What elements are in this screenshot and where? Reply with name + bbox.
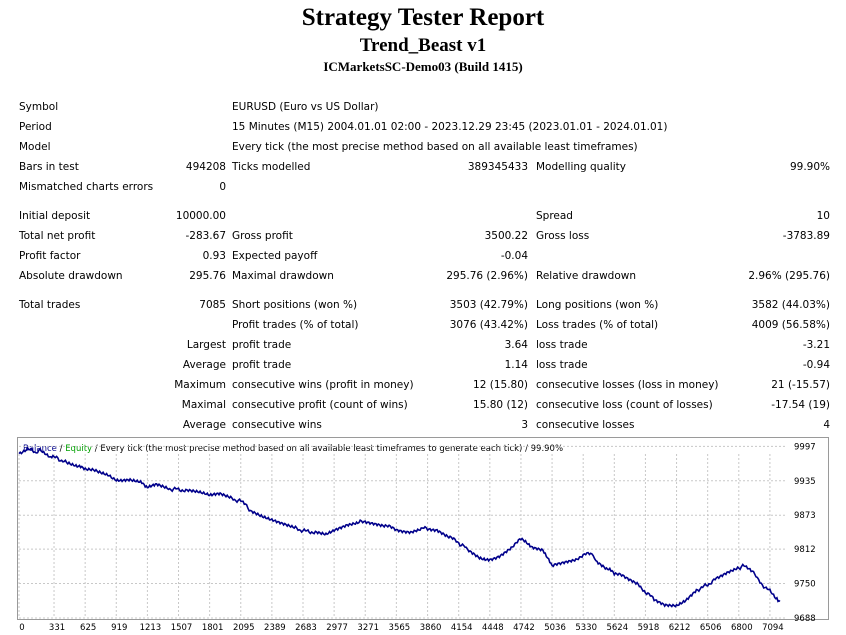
expert-name: Trend_Beast v1 bbox=[359, 35, 487, 56]
server-info: ICMarketsSC-Demo03 (Build 1415) bbox=[323, 59, 523, 74]
spread-value: 10 bbox=[816, 210, 830, 222]
max-consecutive-losses-value: 21 (-15.57) bbox=[771, 379, 830, 391]
x-tick-label: 2683 bbox=[295, 623, 317, 633]
x-tick-label: 919 bbox=[111, 623, 127, 633]
initial-deposit-label: Initial deposit bbox=[19, 210, 91, 222]
profit-factor-label: Profit factor bbox=[19, 250, 81, 262]
long-positions-label: Long positions (won %) bbox=[536, 299, 659, 311]
max-consecutive-wins-label: consecutive wins (profit in money) bbox=[232, 379, 414, 391]
total-trades-label: Total trades bbox=[19, 299, 81, 311]
short-positions-value: 3503 (42.79%) bbox=[449, 299, 528, 311]
absolute-drawdown-label: Absolute drawdown bbox=[19, 270, 123, 282]
maximal-label: Maximal bbox=[181, 399, 226, 411]
loss-trades-label: Loss trades (% of total) bbox=[536, 319, 659, 331]
quality-value: 99.90% bbox=[789, 161, 830, 173]
x-tick-label: 4742 bbox=[513, 623, 535, 633]
avg-consecutive-losses-value: 4 bbox=[823, 419, 830, 431]
max-consecutive-losses-label: consecutive losses (loss in money) bbox=[536, 379, 719, 391]
expected-payoff-label: Expected payoff bbox=[232, 250, 318, 262]
x-tick-label: 3860 bbox=[420, 623, 442, 633]
average-label: Average bbox=[182, 359, 226, 371]
relative-drawdown-value: 2.96% (295.76) bbox=[748, 270, 830, 282]
largest-label: Largest bbox=[186, 339, 226, 351]
x-tick-label: 1213 bbox=[140, 623, 162, 633]
x-tick-label: 4154 bbox=[451, 623, 473, 633]
maximal-consecutive-loss-label: consecutive loss (count of losses) bbox=[536, 399, 713, 411]
x-tick-label: 3271 bbox=[357, 623, 379, 633]
balance-chart bbox=[17, 437, 829, 620]
ticks-label: Ticks modelled bbox=[232, 161, 311, 173]
x-tick-label: 5036 bbox=[544, 623, 566, 633]
x-tick-label: 3565 bbox=[389, 623, 411, 633]
x-tick-label: 5624 bbox=[606, 623, 628, 633]
spread-label: Spread bbox=[536, 210, 573, 222]
x-tick-label: 1801 bbox=[202, 623, 224, 633]
maximal-consecutive-profit-label: consecutive profit (count of wins) bbox=[232, 399, 408, 411]
avg-consecutive-wins-label: consecutive wins bbox=[232, 419, 322, 431]
net-profit-value: -283.67 bbox=[185, 230, 226, 242]
largest-profit-value: 3.64 bbox=[504, 339, 528, 351]
x-tick-label: 331 bbox=[49, 623, 65, 633]
x-tick-label: 7094 bbox=[762, 623, 784, 633]
bars-value: 494208 bbox=[185, 161, 226, 173]
model-label: Model bbox=[19, 141, 51, 153]
x-tick-label: 0 bbox=[19, 623, 24, 633]
maximal-consecutive-profit-value: 15.80 (12) bbox=[473, 399, 528, 411]
largest-loss-label: loss trade bbox=[536, 339, 588, 351]
quality-label: Modelling quality bbox=[536, 161, 626, 173]
initial-deposit-value: 10000.00 bbox=[175, 210, 226, 222]
maximal-consecutive-loss-value: -17.54 (19) bbox=[771, 399, 830, 411]
mismatch-label: Mismatched charts errors bbox=[19, 181, 154, 193]
mismatch-value: 0 bbox=[219, 181, 226, 193]
avg-consecutive-wins-value: 3 bbox=[521, 419, 528, 431]
period-value: 15 Minutes (M15) 2004.01.01 02:00 - 2023… bbox=[232, 121, 668, 133]
profit-trades-label: Profit trades (% of total) bbox=[232, 319, 359, 331]
period-label: Period bbox=[19, 121, 52, 133]
net-profit-label: Total net profit bbox=[19, 230, 96, 242]
average-loss-label: loss trade bbox=[536, 359, 588, 371]
report-title: Strategy Tester Report bbox=[301, 4, 545, 31]
expected-payoff-value: -0.04 bbox=[500, 250, 528, 262]
gross-loss-value: -3783.89 bbox=[782, 230, 830, 242]
average-consecutive-label: Average bbox=[182, 419, 226, 431]
average-profit-label: profit trade bbox=[232, 359, 292, 371]
x-tick-label: 625 bbox=[80, 623, 96, 633]
largest-loss-value: -3.21 bbox=[802, 339, 830, 351]
x-tick-label: 2977 bbox=[326, 623, 348, 633]
x-tick-label: 2389 bbox=[264, 623, 286, 633]
max-consecutive-wins-value: 12 (15.80) bbox=[473, 379, 528, 391]
gross-profit-value: 3500.22 bbox=[484, 230, 528, 242]
maximal-drawdown-label: Maximal drawdown bbox=[232, 270, 334, 282]
model-value: Every tick (the most precise method base… bbox=[232, 141, 638, 153]
loss-trades-value: 4009 (56.58%) bbox=[751, 319, 830, 331]
average-loss-value: -0.94 bbox=[802, 359, 830, 371]
maximal-drawdown-value: 295.76 (2.96%) bbox=[446, 270, 528, 282]
x-tick-label: 6506 bbox=[700, 623, 722, 633]
avg-consecutive-losses-label: consecutive losses bbox=[536, 419, 635, 431]
gross-profit-label: Gross profit bbox=[232, 230, 293, 242]
ticks-value: 389345433 bbox=[467, 161, 528, 173]
total-trades-value: 7085 bbox=[199, 299, 226, 311]
profit-factor-value: 0.93 bbox=[202, 250, 226, 262]
profit-trades-value: 3076 (43.42%) bbox=[449, 319, 528, 331]
gross-loss-label: Gross loss bbox=[536, 230, 590, 242]
x-tick-label: 6800 bbox=[731, 623, 753, 633]
x-tick-label: 5918 bbox=[638, 623, 660, 633]
absolute-drawdown-value: 295.76 bbox=[189, 270, 226, 282]
symbol-value: EURUSD (Euro vs US Dollar) bbox=[232, 101, 379, 113]
maximum-label: Maximum bbox=[174, 379, 226, 391]
long-positions-value: 3582 (44.03%) bbox=[751, 299, 830, 311]
symbol-label: Symbol bbox=[19, 101, 59, 113]
short-positions-label: Short positions (won %) bbox=[232, 299, 358, 311]
x-tick-label: 1507 bbox=[171, 623, 193, 633]
x-tick-label: 5330 bbox=[575, 623, 597, 633]
relative-drawdown-label: Relative drawdown bbox=[536, 270, 637, 282]
largest-profit-label: profit trade bbox=[232, 339, 292, 351]
x-tick-label: 6212 bbox=[669, 623, 691, 633]
x-tick-label: 2095 bbox=[233, 623, 255, 633]
average-profit-value: 1.14 bbox=[504, 359, 528, 371]
bars-label: Bars in test bbox=[19, 161, 79, 173]
x-tick-label: 4448 bbox=[482, 623, 504, 633]
